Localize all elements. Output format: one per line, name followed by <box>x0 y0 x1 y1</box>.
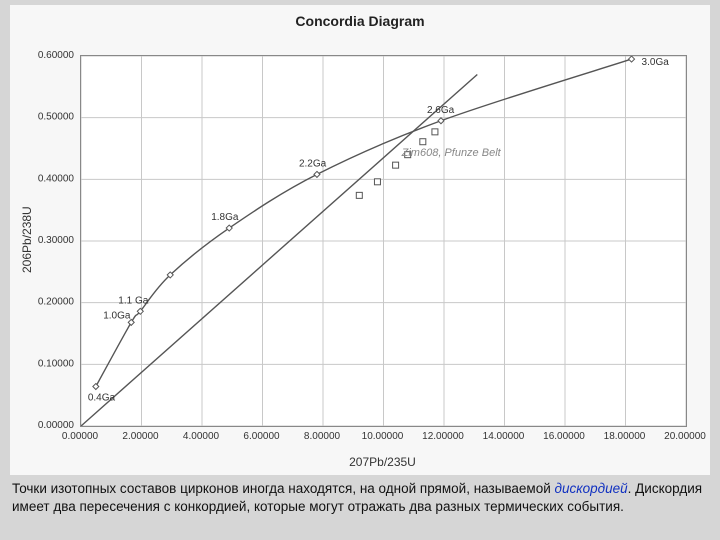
plot-area: 0.4Ga 1.0Ga 1.1 Ga 1.8Ga 2.2Ga 2.6Ga 3.0Ga Zim6… <box>80 55 687 427</box>
svg-text:20.00000: 20.00000 <box>664 431 706 442</box>
svg-text:6.00000: 6.00000 <box>243 431 280 442</box>
chart-title: Concordia Diagram <box>10 13 710 29</box>
svg-text:2.6Ga: 2.6Ga <box>427 105 455 116</box>
svg-text:0.30000: 0.30000 <box>38 235 75 246</box>
svg-text:12.00000: 12.00000 <box>422 431 464 442</box>
svg-text:2.00000: 2.00000 <box>122 431 159 442</box>
svg-text:0.20000: 0.20000 <box>38 297 75 308</box>
caption-text: Точки изотопных составов цирконов иногда… <box>12 480 708 515</box>
caption-before: Точки изотопных составов цирконов иногда… <box>12 481 555 496</box>
svg-text:4.00000: 4.00000 <box>183 431 220 442</box>
svg-text:0.4Ga: 0.4Ga <box>88 393 116 404</box>
svg-text:0.40000: 0.40000 <box>38 173 75 184</box>
caption-em: дискордией <box>555 481 628 496</box>
svg-text:14.00000: 14.00000 <box>483 431 525 442</box>
y-axis-label: 206Pb/238U <box>20 55 40 425</box>
svg-text:0.00000: 0.00000 <box>38 420 75 431</box>
x-axis-label: 207Pb/235U <box>80 455 685 469</box>
svg-text:10.00000: 10.00000 <box>362 431 404 442</box>
svg-text:Zim608, Pfunze Belt: Zim608, Pfunze Belt <box>401 147 502 159</box>
svg-text:3.0Ga: 3.0Ga <box>642 57 670 68</box>
svg-text:16.00000: 16.00000 <box>543 431 585 442</box>
svg-text:1.0Ga: 1.0Ga <box>103 310 131 321</box>
svg-text:0.60000: 0.60000 <box>38 50 75 61</box>
svg-text:2.2Ga: 2.2Ga <box>299 158 327 169</box>
svg-text:18.00000: 18.00000 <box>604 431 646 442</box>
svg-text:0.50000: 0.50000 <box>38 112 75 123</box>
chart-svg: 0.4Ga 1.0Ga 1.1 Ga 1.8Ga 2.2Ga 2.6Ga 3.0Ga Zim6… <box>81 56 686 426</box>
svg-text:1.8Ga: 1.8Ga <box>211 212 239 223</box>
svg-text:0.00000: 0.00000 <box>62 431 99 442</box>
svg-text:1.1 Ga: 1.1 Ga <box>118 295 148 306</box>
chart-panel: Concordia Diagram 206Pb/238U 0.4Ga 1.0Ga 1… <box>10 5 710 475</box>
svg-text:0.10000: 0.10000 <box>38 358 75 369</box>
svg-text:8.00000: 8.00000 <box>304 431 341 442</box>
